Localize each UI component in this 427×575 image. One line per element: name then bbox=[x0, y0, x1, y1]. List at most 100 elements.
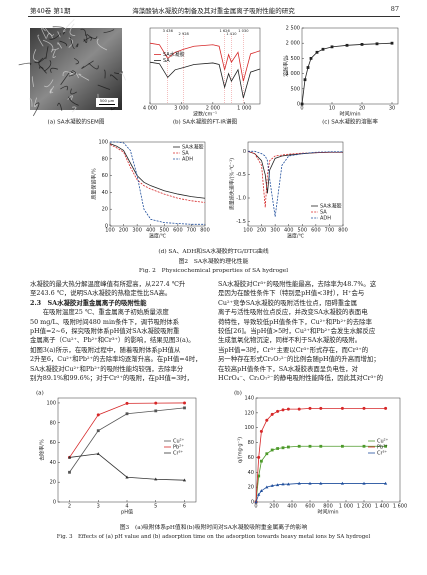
sem-fiber bbox=[103, 29, 115, 34]
panel-caption: (b) SA水凝胶的FT-IR谱图 bbox=[173, 118, 238, 126]
y-axis-label: 溶胀率/% bbox=[283, 55, 290, 77]
point bbox=[300, 102, 304, 106]
point bbox=[257, 492, 261, 496]
point bbox=[281, 446, 285, 450]
volume: 第40卷 第1期 bbox=[30, 7, 71, 15]
sem-fiber bbox=[50, 67, 59, 74]
plot-frame bbox=[109, 141, 206, 227]
y-tick-label: 80 bbox=[248, 440, 254, 446]
x-tick-label: 700 bbox=[187, 228, 197, 234]
legend-label: Cr³⁺ bbox=[173, 451, 184, 457]
x-tick-label: 100 bbox=[105, 228, 115, 234]
point bbox=[125, 401, 129, 405]
y-tick-label: 100 bbox=[244, 425, 254, 431]
x-tick-label: 3 000 bbox=[174, 106, 188, 112]
series-line bbox=[247, 150, 343, 194]
text-line: HCrO₄⁻、Cr₂O₇²⁻的静电吸附性能降低，因此其对Cr³⁺的 bbox=[218, 374, 384, 383]
point bbox=[286, 482, 290, 486]
y-tick-label: 0 bbox=[297, 102, 300, 108]
text-line: 较低[26]。当pH值>5时，Cu²⁺和Pb²⁺会发生水解反应 bbox=[218, 327, 376, 336]
running-title: 海藻酸钠水凝胶的制备及其对重金属离子吸附性能的研究 bbox=[132, 7, 295, 15]
y-tick-label: 0 bbox=[53, 500, 56, 506]
annotation: 1 626 bbox=[219, 29, 230, 33]
point bbox=[321, 47, 325, 51]
legend-label: SA水凝胶 bbox=[320, 203, 342, 210]
point bbox=[308, 406, 312, 410]
x-tick-label: 0 bbox=[300, 106, 303, 112]
point bbox=[67, 455, 72, 459]
series-line bbox=[301, 42, 393, 105]
series-line bbox=[248, 150, 343, 217]
text-line: 金属离子（Cu²⁺、Pb²⁺和Cr³⁺）的影响，结果见图3(a)。 bbox=[30, 336, 195, 345]
y-tick-label: 20 bbox=[50, 480, 56, 486]
y-tick-label: 1 500 bbox=[286, 56, 300, 62]
sem-fiber bbox=[57, 102, 63, 111]
sem-fiber bbox=[39, 66, 47, 74]
x-tick-label: 200 bbox=[269, 504, 279, 510]
fig3-caption-en: Fig. 3 Effects of (a) pH value and (b) a… bbox=[56, 534, 371, 540]
y-tick-label: 40 bbox=[248, 470, 254, 476]
y-tick-label: -1.0 bbox=[236, 196, 246, 202]
point bbox=[68, 470, 71, 474]
x-tick-label: 800 bbox=[200, 228, 210, 234]
header-rule bbox=[28, 16, 400, 17]
sem-fiber bbox=[103, 69, 106, 79]
point bbox=[390, 41, 394, 45]
x-tick-label: 20 bbox=[359, 106, 365, 112]
y-tick-label: 40 bbox=[50, 460, 56, 466]
panel-label: (a) bbox=[36, 391, 44, 397]
legend-label: Pb²⁺ bbox=[377, 445, 388, 451]
sem-fiber bbox=[31, 76, 35, 88]
y-tick-label: 60 bbox=[248, 455, 254, 461]
sem-fiber bbox=[96, 38, 108, 51]
point bbox=[265, 485, 269, 489]
fig2-row2-caption: (d) SA、ADH和SA水凝胶的TG/DTG曲线 bbox=[158, 249, 269, 255]
x-tick-label: 500 bbox=[160, 228, 170, 234]
x-tick-label: 2 000 bbox=[206, 106, 220, 112]
y-axis-label: 去除率/% bbox=[39, 439, 46, 461]
y-tick-label: -1.5 bbox=[236, 219, 246, 225]
x-tick-label: 500 bbox=[298, 228, 308, 234]
panel-label: (b) bbox=[234, 391, 242, 397]
sem-fiber bbox=[59, 40, 68, 47]
point bbox=[303, 78, 307, 82]
x-tick-label: 5 bbox=[154, 504, 157, 510]
x-axis-label: 时间/min bbox=[317, 509, 338, 516]
legend-label: SA bbox=[163, 58, 170, 64]
x-tick-label: 200 bbox=[257, 228, 267, 234]
x-tick-label: 200 bbox=[119, 228, 129, 234]
point bbox=[287, 445, 290, 449]
point bbox=[265, 452, 269, 456]
page-number: 87 bbox=[390, 5, 399, 13]
x-tick-label: 3 bbox=[97, 504, 100, 510]
legend-label: Cr³⁺ bbox=[377, 451, 388, 457]
text-line: SA水凝胶对Cr³⁺的吸附性能最高，去除率为48.7%。这 bbox=[218, 280, 377, 288]
point bbox=[276, 483, 280, 487]
y-tick-label: 140 bbox=[244, 396, 254, 402]
x-tick-label: 400 bbox=[287, 504, 297, 510]
x-tick-label: 1 200 bbox=[357, 504, 371, 510]
point bbox=[125, 475, 129, 479]
series-line bbox=[110, 141, 205, 225]
series-line bbox=[255, 445, 386, 503]
point bbox=[345, 43, 349, 47]
sem-fiber bbox=[81, 60, 94, 69]
point bbox=[308, 481, 312, 485]
body-left: 水凝胶的最大热分解温度峰值有所提高，从227.4 ℃升 至243.6 ℃，说明SA… bbox=[30, 280, 212, 383]
point bbox=[257, 474, 261, 478]
x-tick-label: 100 bbox=[243, 228, 253, 234]
x-tick-label: 30 bbox=[389, 106, 395, 112]
sem-fiber bbox=[68, 69, 76, 77]
fig2-caption-en: Fig. 2 Physicochemical properties of SA … bbox=[138, 268, 289, 274]
point bbox=[384, 444, 387, 448]
y-tick-label: 40 bbox=[102, 190, 108, 196]
text-line: 是因为在酸性条件下（特别是pH值<3时），H⁺会与 bbox=[218, 289, 365, 298]
x-tick-label: 4 bbox=[125, 504, 128, 510]
point bbox=[319, 444, 323, 448]
x-tick-label: 1 000 bbox=[339, 504, 353, 510]
x-tick-label: 1 400 bbox=[375, 504, 389, 510]
y-tick-label: 0 bbox=[105, 224, 108, 230]
legend-label: Cu²⁺ bbox=[173, 439, 185, 445]
sem-fiber bbox=[57, 31, 61, 38]
plot-frame bbox=[247, 141, 344, 227]
